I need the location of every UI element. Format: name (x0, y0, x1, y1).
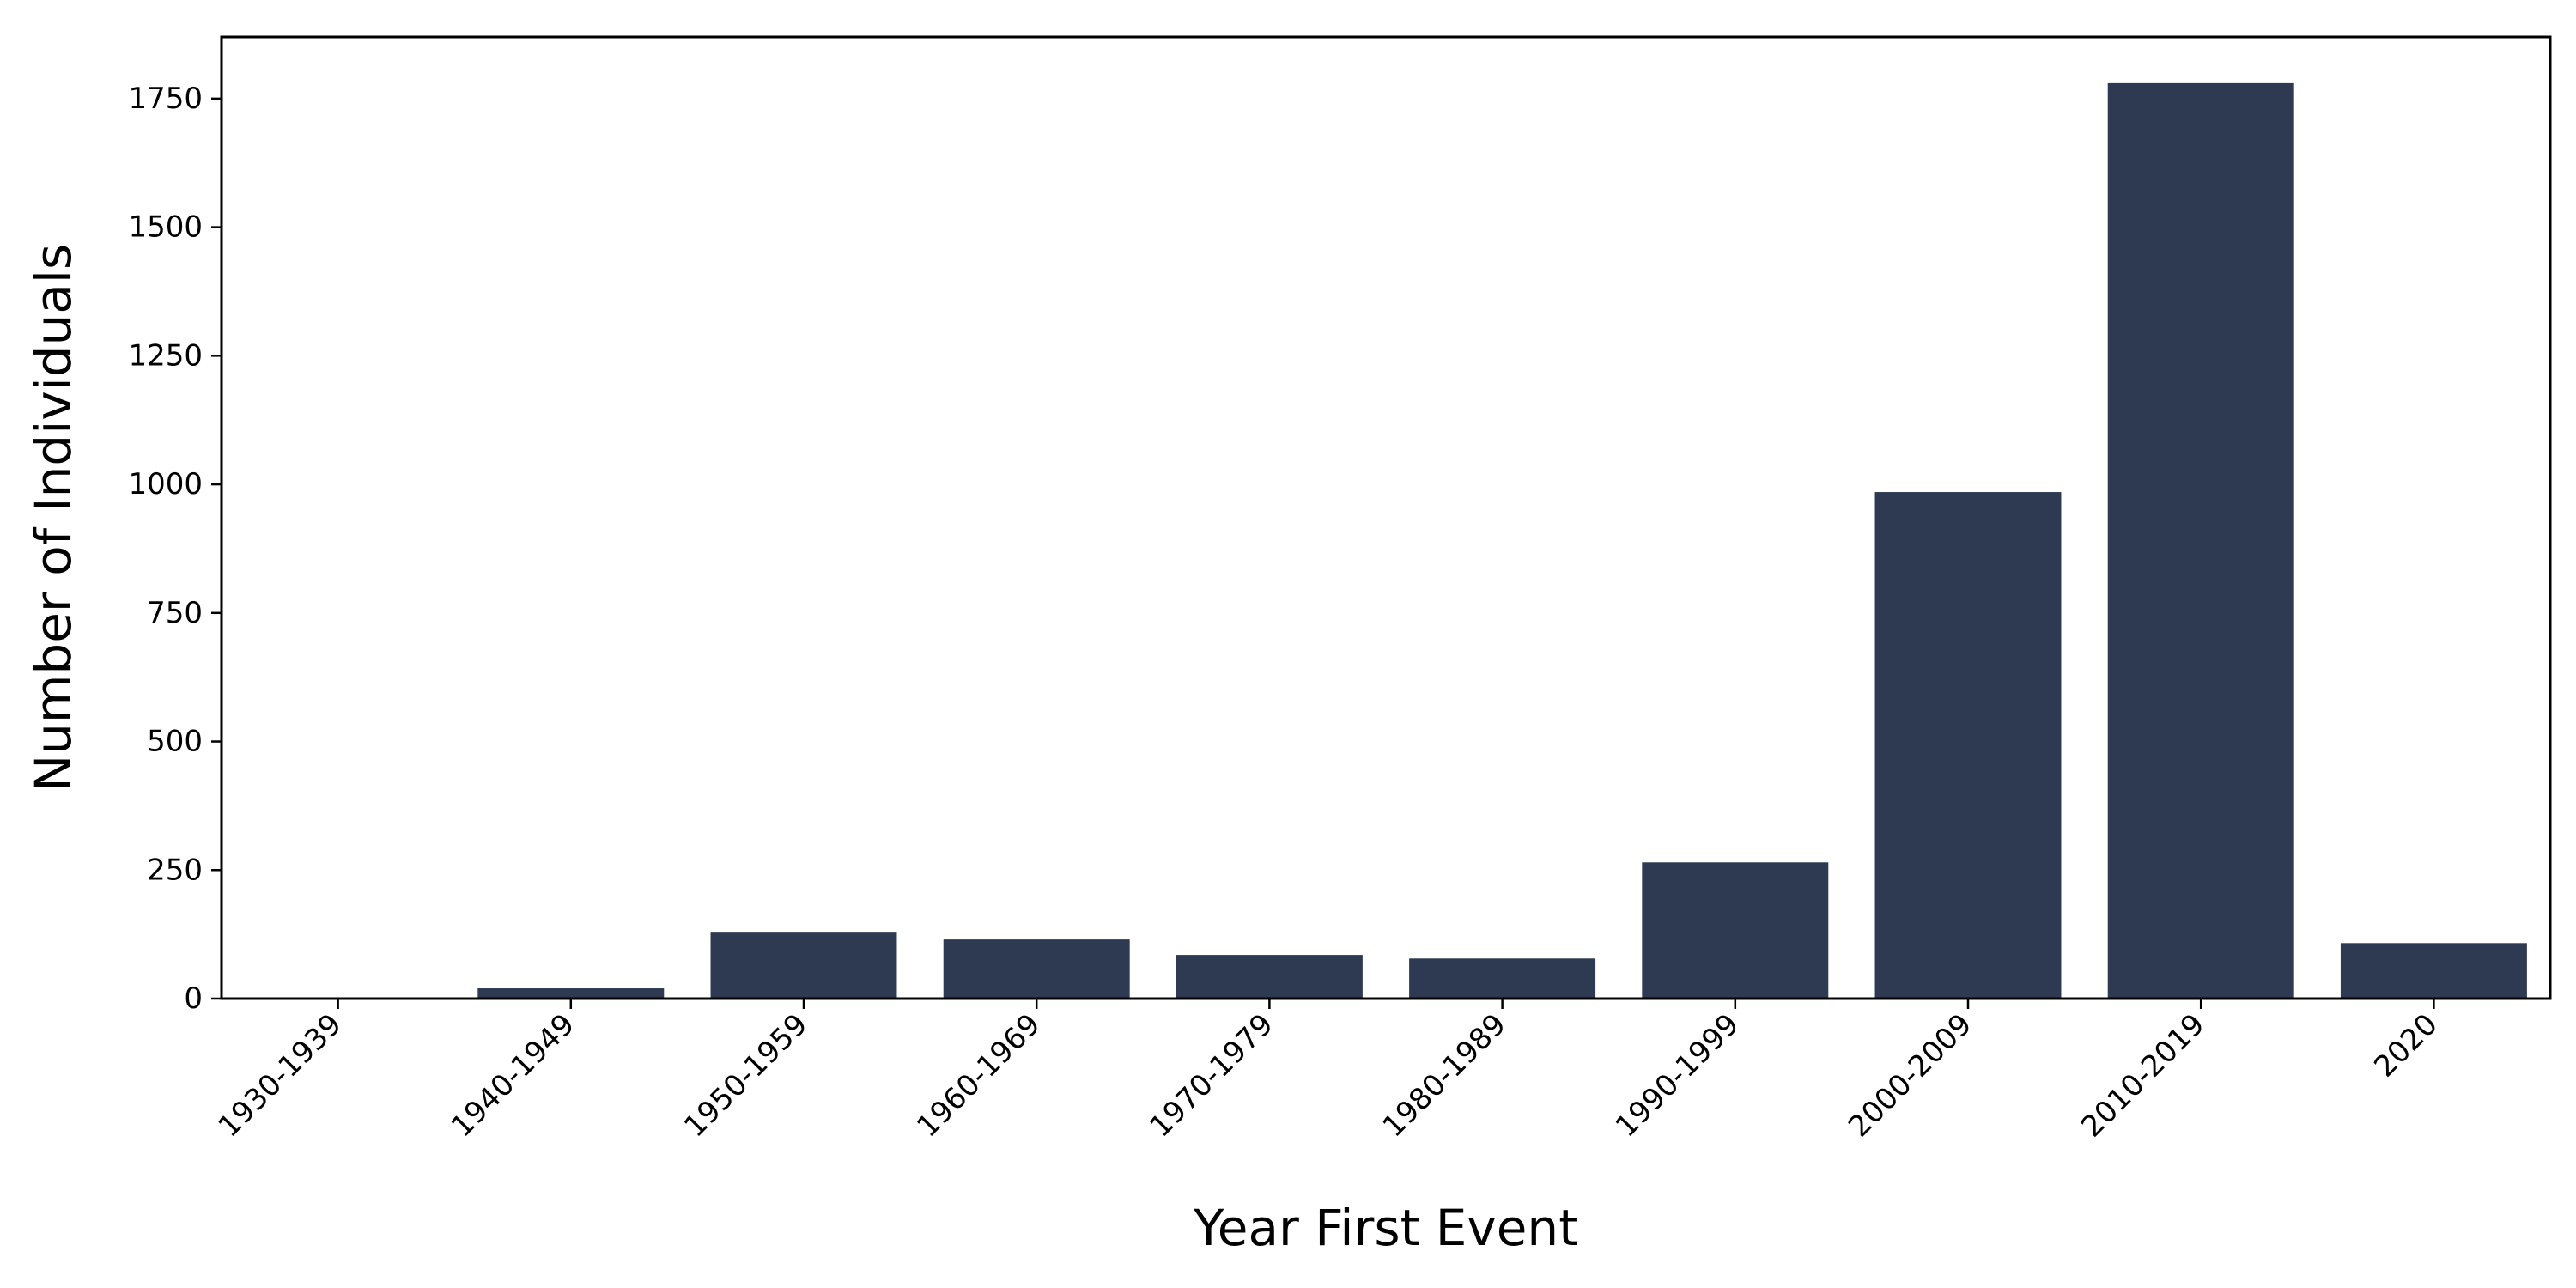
bars-group (245, 82, 2527, 999)
bar-1980-1989 (1409, 958, 1596, 999)
y-axis-label: Number of Individuals (24, 244, 82, 792)
x-tick-label: 2000-2009 (1842, 1007, 1978, 1144)
y-tick-label: 1250 (128, 338, 203, 373)
y-tick-label: 1000 (128, 467, 203, 501)
bar-1990-1999 (1642, 862, 1829, 999)
x-axis-label: Year First Event (1193, 1199, 1578, 1257)
y-tick-label: 500 (147, 725, 203, 759)
x-tick-label: 1970-1979 (1143, 1007, 1279, 1144)
x-tick-label: 1950-1959 (677, 1007, 814, 1144)
bar-1960-1969 (943, 939, 1130, 999)
x-tick-label: 1940-1949 (445, 1007, 581, 1144)
x-tick-label: 2010-2019 (2075, 1007, 2211, 1144)
x-tick-label: 1930-1939 (212, 1007, 349, 1144)
bar-1940-1949 (477, 988, 665, 999)
bar-1950-1959 (710, 932, 897, 999)
bar-2000-2009 (1874, 492, 2062, 999)
x-axis: 1930-1939 1940-1949 1950-1959 1960-1969 1970… (212, 999, 2445, 1144)
x-tick-label: 1990-1999 (1609, 1007, 1746, 1144)
bar-2020 (2340, 943, 2527, 999)
x-tick-label: 1980-1989 (1376, 1007, 1513, 1144)
x-tick-label: 2020 (2367, 1007, 2444, 1084)
plot-frame (220, 35, 2552, 1000)
y-tick-label: 1750 (128, 82, 203, 116)
y-tick-label: 1500 (128, 210, 203, 245)
y-tick-label: 0 (184, 981, 203, 1016)
y-tick-label: 250 (147, 853, 203, 887)
y-axis: 0 250 500 750 1000 1250 1500 1750 (128, 82, 222, 1016)
x-tick-label: 1960-1969 (910, 1007, 1047, 1144)
bar-2010-2019 (2107, 82, 2294, 999)
y-tick-label: 750 (147, 596, 203, 630)
bar-1970-1979 (1176, 955, 1363, 999)
